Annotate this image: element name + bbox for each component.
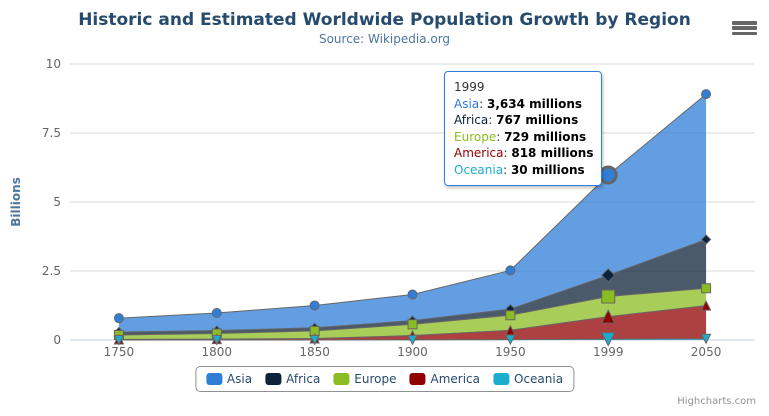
legend: Asia Africa Europe America Oceania [194,366,575,392]
tooltip-row-africa: Africa: 767 millions [454,113,579,127]
y-axis-label: 10 [46,57,61,71]
tooltip-row-oceania: Oceania: 30 millions [454,162,585,177]
tooltip-series-value: 729 millions [504,129,587,144]
tooltip-header: 1999 [454,80,485,94]
y-axis-label: 5 [53,195,61,209]
data-point-marker[interactable] [407,334,418,346]
data-point-marker[interactable] [701,89,712,100]
data-point-marker[interactable] [505,310,516,321]
tooltip-row-america: America: 818 millions [454,146,594,160]
data-point-marker[interactable] [601,268,616,283]
data-point-marker[interactable] [600,332,616,347]
legend-label: Oceania [514,372,564,386]
data-point-marker[interactable] [113,313,124,324]
legend-label: Africa [286,372,321,386]
x-axis-label: 1900 [397,345,428,359]
africa-area[interactable] [118,239,707,335]
legend-swatch-icon [265,373,282,385]
data-point-marker[interactable] [600,308,616,324]
tooltip-series-value: 30 millions [510,162,585,177]
data-point-marker[interactable] [211,308,222,319]
legend-swatch-icon [205,373,222,385]
legend-item-africa[interactable]: Africa [265,372,320,386]
x-axis-label: 1999 [593,345,624,359]
tooltip-row-asia: Asia: 3,634 millions [454,96,583,111]
chart-subtitle: Source: Wikipedia.org [318,32,451,46]
legend-swatch-icon [409,373,426,385]
tooltip-series-name: Africa [454,113,489,127]
data-point-marker[interactable] [407,289,418,300]
hamburger-icon [732,21,757,25]
tooltip-series-name: Oceania [454,162,504,177]
data-point-marker[interactable] [700,234,712,245]
data-point-marker[interactable] [505,334,516,346]
data-point-marker[interactable] [309,300,320,311]
legend-swatch-icon [493,373,510,385]
legend-item-america[interactable]: America [409,372,481,386]
chart-title: Historic and Estimated Worldwide Populat… [78,10,691,30]
hamburger-icon [732,26,757,30]
tooltip-series-name: America [454,146,504,160]
legend-item-europe[interactable]: Europe [333,372,397,386]
context-menu-button[interactable] [732,21,757,35]
y-axis-label: 7.5 [42,126,61,140]
tooltip-series-value: 3,634 millions [487,96,583,111]
y-axis-label: 0 [53,333,61,347]
x-axis-label: 1850 [299,345,330,359]
data-point-marker[interactable] [700,333,712,345]
legend-label: Europe [354,372,397,386]
shared-tooltip: 1999 Asia: 3,634 millions Africa: 767 mil… [444,71,602,186]
y-axis-label: 2.5 [42,264,61,278]
data-point-marker[interactable] [700,299,712,311]
data-point-marker[interactable] [701,283,712,294]
tooltip-series-name: Asia [454,96,480,111]
tooltip-row-europe: Europe: 729 millions [454,129,587,144]
hamburger-icon [732,31,757,35]
legend-label: America [430,372,481,386]
x-axis-label: 2050 [691,345,722,359]
data-point-marker[interactable] [309,334,320,346]
tooltip-series-value: 767 millions [496,113,579,127]
data-point-marker[interactable] [601,289,616,304]
x-axis-label: 1800 [202,345,233,359]
data-point-marker[interactable] [505,265,516,276]
tooltip-series-value: 818 millions [511,146,594,160]
legend-label: Asia [226,372,253,386]
america-area[interactable] [118,305,707,340]
legend-item-asia[interactable]: Asia [205,372,253,386]
data-point-marker[interactable] [598,165,618,185]
tooltip-series-name: Europe [454,129,497,144]
legend-item-oceania[interactable]: Oceania [493,372,563,386]
data-point-marker[interactable] [407,319,418,330]
data-point-marker[interactable] [211,334,223,346]
legend-swatch-icon [333,373,350,385]
x-axis-label: 1950 [495,345,526,359]
credits-link[interactable]: Highcharts.com [677,396,756,407]
asia-area[interactable] [118,94,707,333]
data-point-marker[interactable] [113,334,125,346]
y-axis-title: Billions [9,177,23,227]
x-axis-label: 1750 [104,345,135,359]
